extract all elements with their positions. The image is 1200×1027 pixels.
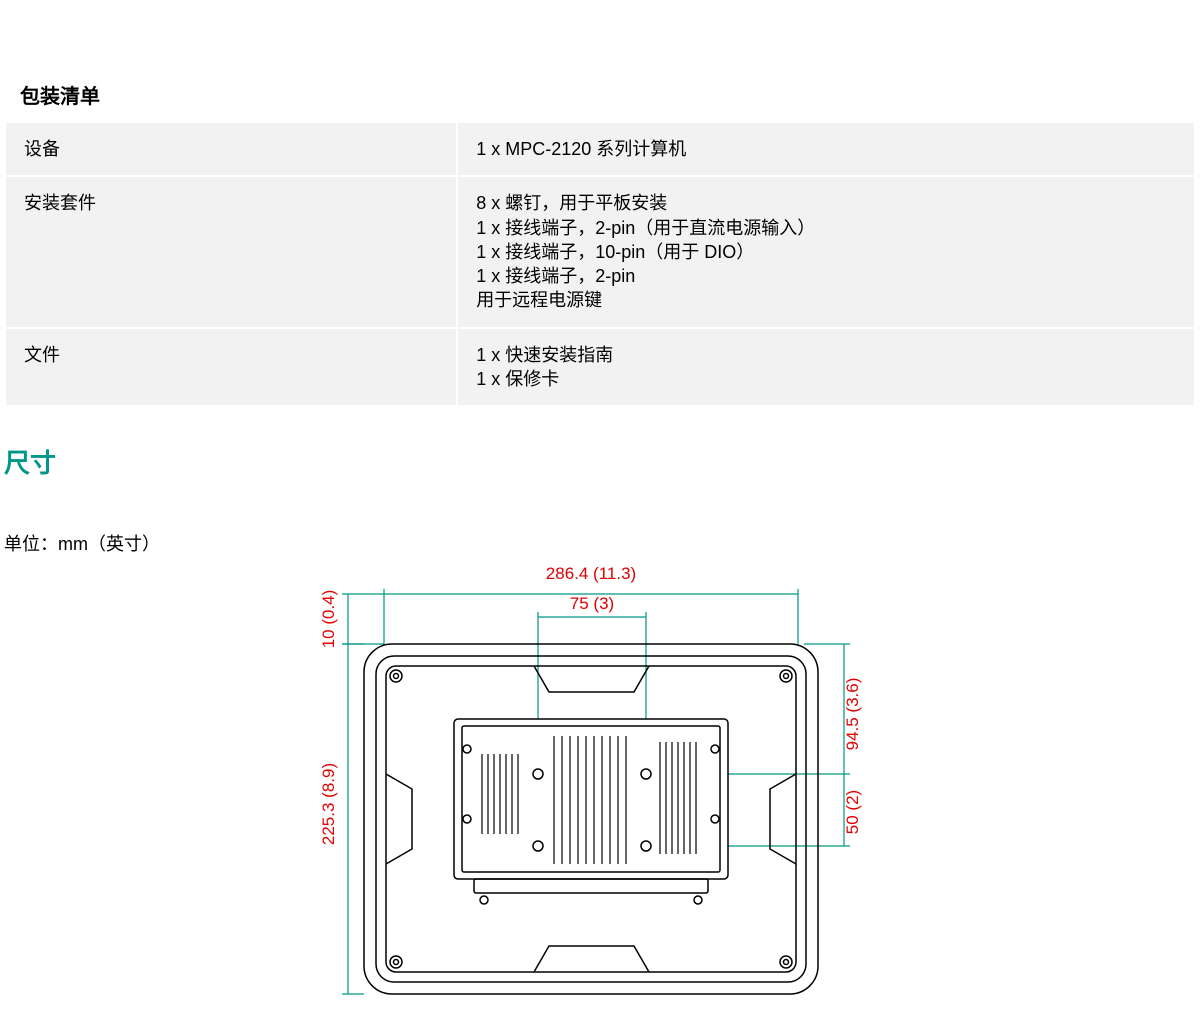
dimensions-diagram: 286.4 (11.3) 75 (3) 10 (0.4) 225.3 (8.9)… <box>304 564 1200 1004</box>
row-value: 8 x 螺钉，用于平板安装1 x 接线端子，2-pin（用于直流电源输入）1 x… <box>457 176 1195 327</box>
dim-height-partial: 94.5 (3.6) <box>843 678 862 751</box>
row-label: 设备 <box>5 122 457 176</box>
row-label: 文件 <box>5 328 457 407</box>
packing-list-title: 包装清单 <box>20 80 1196 109</box>
row-label: 安装套件 <box>5 176 457 327</box>
packing-list-table: 设备 1 x MPC-2120 系列计算机 安装套件 8 x 螺钉，用于平板安装… <box>4 121 1196 407</box>
table-row: 文件 1 x 快速安装指南1 x 保修卡 <box>5 328 1195 407</box>
table-row: 安装套件 8 x 螺钉，用于平板安装1 x 接线端子，2-pin（用于直流电源输… <box>5 176 1195 327</box>
dim-offset-top: 10 (0.4) <box>319 590 338 649</box>
dim-height-vesa: 50 (2) <box>843 790 862 834</box>
dim-width-outer: 286.4 (11.3) <box>546 564 636 583</box>
row-value: 1 x 快速安装指南1 x 保修卡 <box>457 328 1195 407</box>
table-row: 设备 1 x MPC-2120 系列计算机 <box>5 122 1195 176</box>
dimensions-heading: 尺寸 <box>4 443 1196 480</box>
row-value: 1 x MPC-2120 系列计算机 <box>457 122 1195 176</box>
dimensions-units: 单位：mm（英寸） <box>4 530 1196 556</box>
dim-width-vesa: 75 (3) <box>570 594 614 613</box>
dim-height-outer: 225.3 (8.9) <box>319 763 338 845</box>
